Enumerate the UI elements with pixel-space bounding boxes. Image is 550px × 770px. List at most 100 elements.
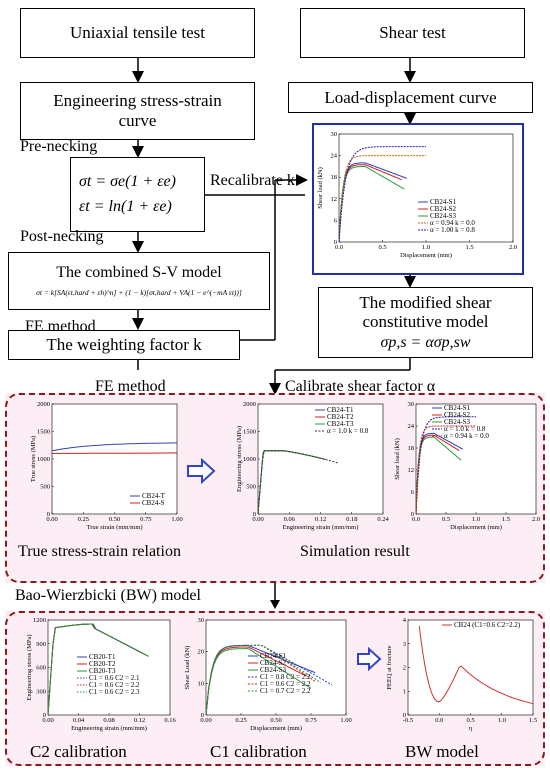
true-stress-strain-caption: True stress-strain relation: [18, 543, 181, 560]
engineering-curve-line1: Engineering stress-strain: [53, 91, 222, 111]
combined-sv-model-box: The combined S-V model σt = k[SA(εt,hard…: [8, 252, 270, 310]
sim-eng-xtick-label: 0.18: [346, 516, 357, 523]
bw-xtick-label: 1.0: [498, 717, 506, 724]
shear-test-label: Shear test: [379, 23, 446, 43]
sim-eng-xtick-label: 0.12: [315, 516, 326, 523]
load-displacement-label: Load-displacement curve: [324, 87, 497, 107]
c2-ytick-label: 300: [36, 688, 46, 695]
series-sim: [257, 450, 339, 515]
sim-shear-ytick-label: 0: [411, 511, 414, 518]
fe-method-label-2: FE method: [95, 378, 166, 395]
simulation-shear-chart: 0.0 0.5 1.0 1.5 2.0 0 6 12 18 24 30 Displacement (m…: [394, 401, 540, 531]
weighting-factor-box: The weighting factor k: [8, 330, 240, 360]
sim-shear-ytick-label: 24: [408, 423, 415, 430]
c2-legend-label: C1 = 0.6 C2 = 2.1: [89, 674, 140, 682]
true-ss-xtick-label: 0.50: [109, 516, 120, 523]
c1-xtick-label: 0.25: [235, 717, 246, 724]
bw-xtick-label: -0.5: [403, 717, 413, 724]
combined-sv-model-label: The combined S-V model: [56, 264, 222, 282]
c2-xtick-label: 0.04: [73, 717, 85, 724]
uniaxial-tensile-test-box: Uniaxial tensile test: [20, 8, 255, 58]
bw-section-frame: [5, 611, 545, 766]
c2-xtick-label: 0.12: [134, 717, 145, 724]
c2-legend-label: CB20-T3: [89, 667, 116, 675]
sigma-t-equation: σt = σe(1 + εe): [79, 173, 176, 191]
shear-top-ylabel: Shear load (kN): [317, 167, 324, 209]
true-ss-ytick-label: 500: [40, 484, 50, 491]
shear-top-xtick-label: 1.0: [422, 244, 430, 251]
sim-eng-ytick-label: 1000: [243, 456, 256, 463]
true-ss-xlabel: True strain (mm/mm): [86, 524, 142, 531]
engineering-curve-box: Engineering stress-strain curve: [20, 82, 255, 140]
engineering-curve-line2: curve: [118, 111, 157, 130]
shear-top-ytick-label: 6: [334, 217, 338, 224]
sim-shear-xlabel: Displacement (mm): [450, 524, 502, 531]
bw-legend-label: CB24 (C1=0.6 C2=2.2): [454, 621, 521, 629]
shear-top-xtick-label: 1.5: [465, 244, 473, 251]
sim-shear-ytick-label: 18: [408, 445, 415, 452]
sim-eng-plot-area: [257, 403, 384, 515]
shear-top-ytick-label: 30: [331, 131, 338, 138]
c1-ytick-label: 10: [198, 680, 205, 687]
c1-xtick-label: 1.00: [340, 717, 351, 724]
c2-ytick-label: 900: [36, 641, 46, 648]
shear-top-ytick-label: 0: [334, 239, 337, 246]
bw-ytick-label: 2: [403, 665, 406, 672]
c1-xtick-label: 0.75: [305, 717, 316, 724]
c1-calibration-chart: 0.00 0.25 0.50 0.75 1.00 0 10 20 30 Displacement …: [184, 617, 352, 732]
series-a094: [415, 425, 476, 515]
shear-top-legend-label: α = 1.00 k = 0.8: [430, 226, 475, 234]
series-c1-s3: [205, 647, 312, 716]
modified-shear-line2: constitutive model: [362, 312, 489, 332]
bw-model-caption: BW model: [405, 742, 479, 761]
true-ss-plot-area: [51, 403, 178, 515]
shear-top-xtick-label: 2.0: [509, 244, 517, 251]
series-cb24-s: [51, 452, 178, 454]
c1-ytick-label: 30: [198, 617, 205, 624]
c2-ytick-label: 0: [43, 712, 46, 719]
series-cb24-s3: [338, 165, 405, 243]
shear-top-legend-label: CB24-S3: [430, 212, 457, 220]
recalibrate-label: Recalibrate k: [210, 172, 295, 189]
series-cb24-s2: [338, 164, 402, 243]
sim-eng-xtick-label: 0.06: [284, 516, 296, 523]
c1-ytick-label: 20: [198, 649, 205, 656]
flow-arrow-icon: [187, 457, 216, 485]
sim-shear-legend-label: CB24-S3: [444, 418, 471, 426]
true-ss-legend-label: CB24-S: [142, 499, 165, 507]
series-s3: [415, 436, 462, 515]
sim-eng-ytick-label: 2000: [243, 401, 256, 408]
simulation-result-caption: Simulation result: [300, 543, 410, 560]
c2-ytick-label: 1200: [33, 617, 46, 624]
uniaxial-tensile-test-label: Uniaxial tensile test: [69, 23, 206, 43]
simulation-section-frame: [5, 393, 545, 583]
shear-model-equation: σp,s = ασp,sw: [380, 333, 471, 351]
shear-top-ytick-label: 12: [331, 196, 338, 203]
sv-model-equation: σt = k[SA(εt,hard + εh)^n] + (1 − k)[σt,…: [36, 287, 242, 297]
shear-test-chart: 0.0 0.5 1.0 1.5 2.0 0 6 12 18 24 30 Displacement (m…: [312, 123, 524, 275]
sim-eng-legend-label: CB24-T1: [327, 406, 354, 414]
c2-xtick-label: 0.00: [42, 717, 53, 724]
sim-eng-xtick-label: 0.24: [377, 516, 389, 523]
sim-shear-ytick-label: 30: [408, 401, 415, 408]
true-stress-strain-chart: 0.00 0.25 0.50 0.75 1.00 0 500 1000 1500 2000 True…: [30, 401, 183, 531]
calibrate-alpha-label: Calibrate shear factor α: [285, 378, 436, 395]
bw-ytick-label: 4: [403, 617, 407, 624]
true-ss-xtick-label: 0.25: [78, 516, 89, 523]
sim-eng-ytick-label: 500: [246, 484, 256, 491]
bw-model-chart: -0.5 0.0 0.5 1.0 1.5 0 1 2 3 4 η PEEQ at fracture CB…: [386, 617, 537, 732]
true-ss-ytick-label: 1000: [37, 456, 50, 463]
sim-shear-ylabel: Shear load (kN): [394, 438, 401, 480]
true-ss-legend-label: CB24-T: [142, 492, 166, 500]
sim-eng-ytick-label: 1500: [243, 429, 256, 436]
shear-top-xtick-label: 0.5: [378, 244, 386, 251]
sim-shear-ytick-label: 12: [408, 467, 415, 474]
shear-top-ytick-label: 18: [331, 174, 338, 181]
series-s2: [415, 434, 460, 515]
sim-eng-xtick-label: 0.00: [252, 516, 263, 523]
series-alpha094: [338, 155, 426, 243]
shear-top-xtick-label: 0.0: [335, 244, 343, 251]
pre-necking-label: Pre-necking: [20, 138, 98, 155]
c1-plot-area: [205, 619, 347, 716]
bw-ytick-label: 1: [403, 688, 406, 695]
